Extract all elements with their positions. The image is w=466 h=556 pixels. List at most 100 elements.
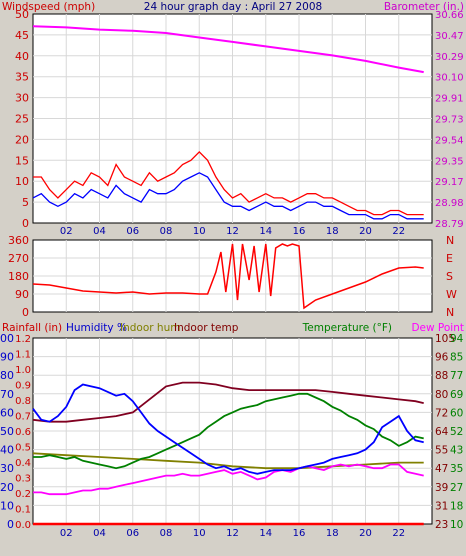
rainfall-tick: 0.6 <box>15 427 31 438</box>
direction-tick: 180 <box>8 270 29 283</box>
temperature-tick: 43 <box>450 445 463 457</box>
windspeed-tick: 30 <box>15 92 29 105</box>
wind-x-tick-labels: 02 04 06 08 10 12 14 16 18 20 22 <box>60 226 405 237</box>
temperature-tick: 94 <box>450 333 464 345</box>
windspeed-tick: 50 <box>15 8 29 21</box>
x-tick: 16 <box>293 528 306 539</box>
compass-label: N <box>446 306 454 319</box>
windspeed-tick: 20 <box>15 133 29 146</box>
x-tick: 10 <box>193 528 206 539</box>
x-tick: 20 <box>359 528 372 539</box>
temperature-tick: 52 <box>450 426 463 438</box>
barometer-tick: 28.98 <box>435 198 464 209</box>
legend-entry: Humidity % <box>66 322 127 334</box>
indoor-temp-tick: 72 <box>435 407 448 419</box>
direction-line <box>32 243 424 310</box>
barometer-line <box>32 25 424 74</box>
x-tick: 08 <box>160 226 173 237</box>
windspeed-tick: 10 <box>15 175 29 188</box>
humidity-tick-labels: 0 10 20 30 40 50 60 70 80 90 100 <box>0 332 14 531</box>
barometer-tick: 29.35 <box>435 156 464 167</box>
direction-tick: 360 <box>8 234 29 247</box>
windspeed-tick: 25 <box>15 113 29 126</box>
barometer-tick: 29.54 <box>435 135 464 146</box>
indoor-temp-tick: 47 <box>435 463 448 475</box>
humidity-tick: 20 <box>0 481 14 494</box>
barometer-tick: 28.79 <box>435 219 464 230</box>
temperature-tick: 10 <box>450 519 463 531</box>
rainfall-tick: 0.4 <box>15 458 31 469</box>
humidity-tick: 100 <box>0 332 14 345</box>
x-tick: 08 <box>160 528 173 539</box>
compass-label: E <box>446 252 453 265</box>
direction-tick: 90 <box>15 288 29 301</box>
rainfall-tick: 0.0 <box>15 520 31 531</box>
windspeed-tick: 0 <box>22 217 29 230</box>
barometer-tick: 29.73 <box>435 115 464 126</box>
rainfall-tick: 0.9 <box>15 381 31 392</box>
temperature-tick: 27 <box>450 482 463 494</box>
rainfall-tick: 0.8 <box>15 396 31 407</box>
compass-label: W <box>446 288 457 301</box>
wind-line <box>32 172 424 220</box>
humidity-line <box>32 383 424 475</box>
humidity-tick: 60 <box>0 406 14 419</box>
legend-entry: Indoor temp <box>174 322 239 334</box>
rainfall-tick: 0.1 <box>15 505 31 516</box>
barometer-tick: 30.29 <box>435 52 464 63</box>
indoor-temp-tick: 39 <box>435 482 448 494</box>
x-tick: 12 <box>226 226 239 237</box>
temperature-tick: 35 <box>450 463 463 475</box>
temperature-tick: 18 <box>450 500 463 512</box>
indoor-temp-tick: 105 <box>435 333 455 345</box>
x-tick: 16 <box>293 226 306 237</box>
windspeed-axis-title: Windspeed (mph) <box>2 1 95 13</box>
windspeed-tick: 45 <box>15 29 29 42</box>
x-tick: 04 <box>93 226 106 237</box>
x-tick: 06 <box>126 528 139 539</box>
windspeed-tick: 40 <box>15 50 29 63</box>
rainfall-tick: 1.0 <box>15 365 31 376</box>
barometer-tick: 30.47 <box>435 31 464 42</box>
indoor-temp-tick-labels: 23 31 39 47 55 64 72 80 88 96 105 <box>435 333 455 531</box>
chart-title: 24 hour graph day : April 27 2008 <box>144 1 322 13</box>
temp-grid <box>33 338 432 524</box>
x-tick: 20 <box>359 226 372 237</box>
temp-series <box>32 381 424 526</box>
indoor-temp-line <box>32 381 424 423</box>
x-tick: 12 <box>226 528 239 539</box>
rainfall-tick: 0.3 <box>15 474 31 485</box>
indoor-temp-tick: 88 <box>435 370 448 382</box>
windspeed-tick: 5 <box>22 196 29 209</box>
x-tick: 22 <box>392 226 405 237</box>
barometer-tick: 29.17 <box>435 177 464 188</box>
direction-series <box>32 243 424 310</box>
humidity-tick: 40 <box>0 444 14 457</box>
barometer-tick: 29.91 <box>435 94 464 105</box>
direction-tick: 270 <box>8 252 29 265</box>
legend: Rainfall (in) Humidity %Indoor humIndoor … <box>2 322 464 334</box>
x-tick: 18 <box>326 528 339 539</box>
rainfall-tick-labels: 0.0 0.1 0.2 0.3 0.4 0.5 0.6 0.7 0.8 0.9 1.0 1.1 1.2 <box>15 334 31 531</box>
rainfall-tick: 0.2 <box>15 489 31 500</box>
temperature-tick: 85 <box>450 352 463 364</box>
x-tick: 14 <box>259 226 272 237</box>
gust-line <box>33 150 424 216</box>
x-tick: 02 <box>60 226 73 237</box>
indoor-temp-tick: 31 <box>435 500 448 512</box>
temperature-humidity-panel: Rainfall (in) Humidity %Indoor humIndoor … <box>0 322 464 539</box>
windspeed-tick: 15 <box>15 154 29 167</box>
indoor-hum-line <box>32 452 424 470</box>
humidity-tick: 0 <box>7 518 14 531</box>
direction-grid <box>33 240 432 312</box>
temperature-tick: 69 <box>450 389 463 401</box>
windspeed-tick-labels: 0 5 10 15 20 25 30 35 40 45 50 <box>15 8 29 230</box>
dew-point-line <box>33 463 424 496</box>
temperature-tick-labels: 10 18 27 35 43 52 60 69 77 85 94 <box>450 333 464 531</box>
legend-entry: Temperature (°F) <box>302 322 392 334</box>
humidity-tick: 70 <box>0 388 14 401</box>
windspeed-tick: 35 <box>15 71 29 84</box>
indoor-temp-tick: 23 <box>435 519 448 531</box>
